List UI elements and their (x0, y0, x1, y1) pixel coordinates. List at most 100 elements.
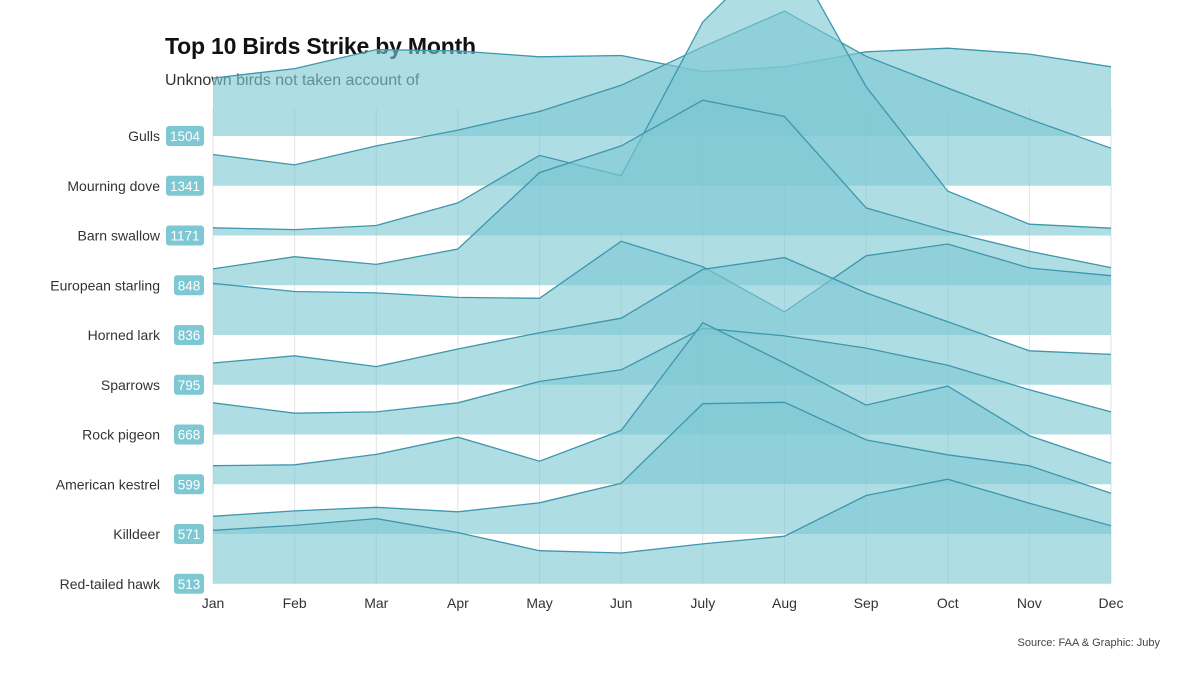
total-value: 571 (178, 527, 201, 542)
data-point-may (538, 460, 541, 463)
data-point-oct (946, 230, 949, 233)
data-point-jun (620, 482, 623, 485)
data-point-mar (375, 365, 378, 368)
data-point-sep (865, 494, 868, 497)
data-point-sep (865, 55, 868, 58)
data-point-sep (865, 206, 868, 209)
total-value: 1504 (170, 129, 201, 144)
data-point-sep (865, 85, 868, 88)
ridge-area (213, 100, 1111, 286)
data-point-may (538, 501, 541, 504)
data-point-july (701, 268, 704, 271)
ridge-area (213, 479, 1111, 584)
data-point-dec (1110, 462, 1113, 465)
data-point-may (538, 549, 541, 552)
data-point-feb (293, 163, 296, 166)
x-tick-label: Dec (1099, 595, 1124, 611)
data-point-aug (783, 256, 786, 259)
data-point-july (701, 265, 704, 268)
data-point-jan (212, 282, 215, 285)
x-tick-label: May (526, 595, 552, 611)
total-badge (174, 424, 204, 445)
total-value: 1171 (170, 229, 199, 244)
data-point-feb (293, 67, 296, 70)
total-value: 513 (178, 577, 201, 592)
data-point-jun (620, 54, 623, 57)
data-point-mar (375, 48, 378, 51)
x-tick-label: Jan (202, 595, 225, 611)
data-point-feb (293, 290, 296, 293)
data-point-mar (375, 517, 378, 520)
ridge-european-starling (212, 99, 1113, 286)
data-point-oct (946, 385, 949, 388)
x-tick-label: Sep (854, 595, 879, 611)
x-axis: Jan Feb Mar Apr May Jun July Aug Sep Oct Nov Dec (202, 595, 1124, 611)
data-point-apr (456, 201, 459, 204)
data-point-feb (293, 228, 296, 231)
data-point-mar (375, 144, 378, 147)
total-value: 795 (178, 378, 201, 393)
ridge-line (212, 0, 1112, 231)
data-point-nov (1028, 434, 1031, 437)
data-point-nov (1028, 53, 1031, 56)
bird-label: European starling (50, 277, 160, 293)
total-badge (174, 275, 204, 296)
data-point-jan (212, 401, 215, 404)
data-point-jan (212, 362, 215, 365)
bird-label: Red-tailed hawk (60, 576, 161, 592)
ridge-line (212, 478, 1112, 554)
total-value: 668 (178, 428, 201, 443)
data-point-aug (783, 334, 786, 337)
ridge-line (212, 321, 1112, 467)
data-point-may (538, 55, 541, 58)
data-point-mar (375, 506, 378, 509)
ridge-line (212, 10, 1112, 166)
data-point-dec (1110, 274, 1113, 277)
data-point-sep (865, 347, 868, 350)
data-point-sep (865, 404, 868, 407)
data-point-jun (620, 552, 623, 555)
data-point-apr (456, 296, 459, 299)
data-point-jan (212, 464, 215, 467)
ridge-area (213, 0, 1111, 236)
bird-label: Gulls (128, 128, 160, 144)
data-point-dec (1110, 353, 1113, 356)
data-point-may (538, 380, 541, 383)
x-tick-label: Jun (610, 595, 633, 611)
data-point-apr (456, 510, 459, 513)
data-point-jan (212, 77, 215, 80)
data-point-july (701, 21, 704, 24)
x-tick-label: Mar (364, 595, 388, 611)
data-point-dec (1110, 492, 1113, 495)
data-point-mar (375, 291, 378, 294)
data-point-aug (783, 535, 786, 538)
x-tick-label: Aug (772, 595, 797, 611)
data-point-oct (946, 364, 949, 367)
data-point-nov (1028, 118, 1031, 121)
data-point-dec (1110, 147, 1113, 150)
data-point-dec (1110, 266, 1113, 269)
data-point-jun (620, 84, 623, 87)
data-point-feb (293, 524, 296, 527)
data-point-nov (1028, 388, 1031, 391)
data-point-feb (293, 412, 296, 415)
data-point-jun (620, 429, 623, 432)
bird-label: Mourning dove (67, 178, 160, 194)
total-badge (174, 374, 204, 395)
data-point-nov (1028, 267, 1031, 270)
ridge-line (212, 327, 1112, 414)
data-point-mar (375, 453, 378, 456)
data-point-oct (946, 320, 949, 323)
data-point-jun (620, 240, 623, 243)
data-point-july (701, 402, 704, 405)
data-point-dec (1110, 227, 1113, 230)
data-point-may (538, 331, 541, 334)
data-point-oct (946, 190, 949, 193)
ridge-line (212, 256, 1112, 368)
data-point-july (701, 321, 704, 324)
data-point-apr (456, 348, 459, 351)
data-point-jun (620, 317, 623, 320)
data-point-sep (865, 438, 868, 441)
data-point-oct (946, 453, 949, 456)
